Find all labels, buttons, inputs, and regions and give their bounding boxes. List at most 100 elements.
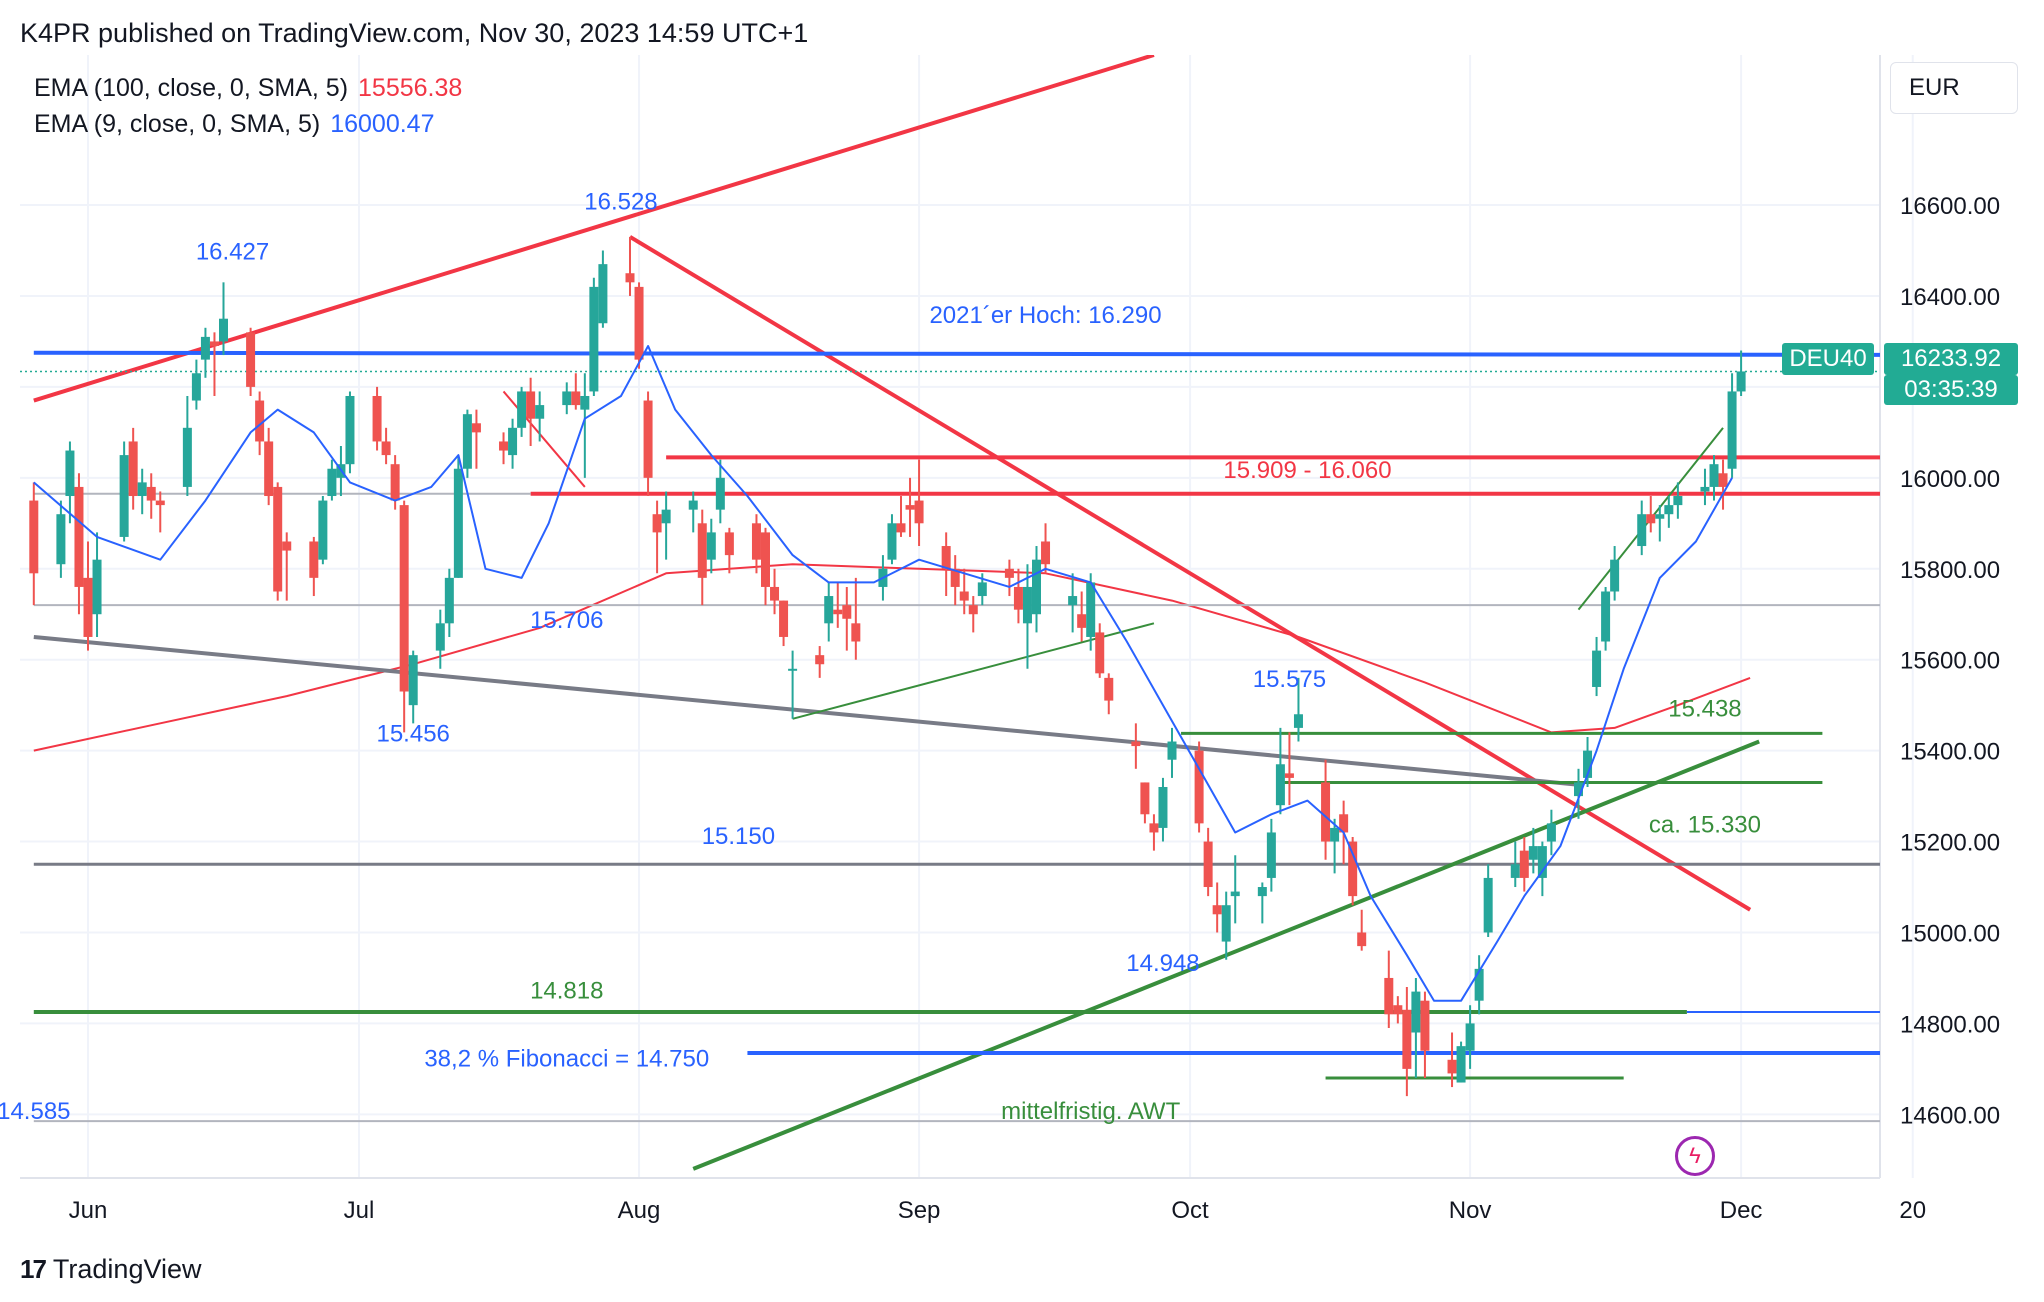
candle <box>1086 573 1096 651</box>
candle-body <box>327 468 337 497</box>
candle <box>137 468 147 515</box>
y-tick-label: 15000.00 <box>1900 920 2000 947</box>
candle <box>128 427 138 510</box>
legend-ema9-label: EMA (9, close, 0, SMA, 5) <box>34 110 321 138</box>
candle <box>1194 741 1204 833</box>
candle <box>29 482 39 606</box>
candle <box>65 441 75 524</box>
candle-body <box>1456 1046 1466 1083</box>
candle <box>1574 768 1583 819</box>
annotation-label: 15.909 - 16.060 <box>1223 457 1391 484</box>
flash-icon[interactable]: ϟ <box>1675 1136 1715 1176</box>
candle <box>435 609 445 669</box>
trendline-hoch-2021 <box>33 350 1880 357</box>
candle-body <box>399 505 409 692</box>
candle <box>1474 955 1484 1015</box>
time-axis[interactable]: Jun Jul Aug Sep Oct Nov Dec 20 <box>69 1197 1926 1224</box>
candle-body <box>508 427 518 456</box>
candle-body <box>1149 823 1159 833</box>
ema9-path <box>33 345 1733 1002</box>
trendline-gray-descending <box>33 634 1579 787</box>
candle <box>182 395 192 497</box>
candle-body <box>770 586 780 601</box>
candle-body <box>1601 591 1611 642</box>
candle-body <box>1266 832 1276 878</box>
candle <box>1384 950 1394 1028</box>
price-axis[interactable]: 16600.0016400.0016200.0016000.0015800.00… <box>1900 193 2000 1129</box>
candle <box>1284 732 1294 806</box>
legend-ema100[interactable]: EMA (100, close, 0, SMA, 5) 15556.38 <box>34 74 462 103</box>
currency-selector[interactable]: EUR <box>1890 62 2018 114</box>
candle-body <box>1574 782 1583 797</box>
annotation-label: 14.948 <box>1126 950 1199 977</box>
candle-body <box>1718 473 1728 487</box>
candle <box>580 373 590 478</box>
candle-body <box>643 400 653 478</box>
candle-body <box>1194 750 1204 824</box>
x-tick-label: Jul <box>344 1197 375 1224</box>
last-price-tag: 16233.92 <box>1884 343 2018 375</box>
candle <box>92 532 102 637</box>
candle <box>1330 818 1340 874</box>
candle <box>1402 987 1412 1097</box>
candle <box>1664 496 1674 528</box>
footer-brand[interactable]: 17 TradingView <box>20 1254 202 1285</box>
candle <box>526 377 536 447</box>
candle-body <box>697 523 707 578</box>
candles <box>29 236 1746 1097</box>
annotation-label: 15.150 <box>702 823 775 850</box>
ema100-path <box>33 563 1751 752</box>
candle-body <box>724 532 734 556</box>
candle-body <box>390 464 400 501</box>
candle-body <box>1131 741 1141 747</box>
candle-body <box>1203 841 1213 888</box>
candle-body <box>1022 586 1032 624</box>
candle <box>83 541 93 651</box>
candle <box>815 646 825 678</box>
candle <box>779 600 789 647</box>
candle <box>444 568 454 637</box>
candle <box>1727 373 1737 478</box>
candle-body <box>1420 1000 1430 1051</box>
candle <box>968 596 978 633</box>
candle-body <box>1384 977 1394 1015</box>
candle <box>1004 559 1014 597</box>
annotation-label: 16.528 <box>584 189 657 216</box>
candle <box>209 332 219 396</box>
candle-body <box>1284 773 1294 778</box>
candle-body <box>1275 764 1285 806</box>
candle-body <box>625 273 635 283</box>
candle <box>1230 855 1240 924</box>
annotation-label: 15.575 <box>1253 666 1326 693</box>
candle <box>1637 500 1647 556</box>
candle-body <box>1537 846 1547 878</box>
candle-body <box>589 286 599 392</box>
candle-body <box>1447 1059 1457 1074</box>
candle-body <box>408 655 418 706</box>
candle-body <box>1077 614 1087 628</box>
candle <box>941 532 951 597</box>
candle <box>634 282 644 369</box>
candle <box>851 577 861 660</box>
candle-body <box>1510 864 1520 878</box>
candle <box>119 441 129 542</box>
candle <box>1709 455 1719 501</box>
legend-ema9[interactable]: EMA (9, close, 0, SMA, 5) 16000.47 <box>34 110 435 139</box>
candle <box>1022 564 1032 669</box>
candle-body <box>209 341 219 346</box>
candle <box>345 391 355 474</box>
candle <box>372 386 382 451</box>
trendline-upper-channel <box>33 55 1155 403</box>
candle <box>1321 759 1331 860</box>
candle <box>1528 827 1538 874</box>
candle-body <box>914 500 924 524</box>
candle-body <box>1411 991 1421 1033</box>
annotations: 16.427 16.528 2021´er Hoch: 16.290 15.909 -… <box>0 189 1761 1125</box>
candle-body <box>83 577 93 637</box>
candle-body <box>345 395 355 465</box>
candle <box>1357 909 1367 951</box>
candle-body <box>219 318 228 342</box>
candle-body <box>1483 877 1493 933</box>
candle-body <box>264 441 274 497</box>
